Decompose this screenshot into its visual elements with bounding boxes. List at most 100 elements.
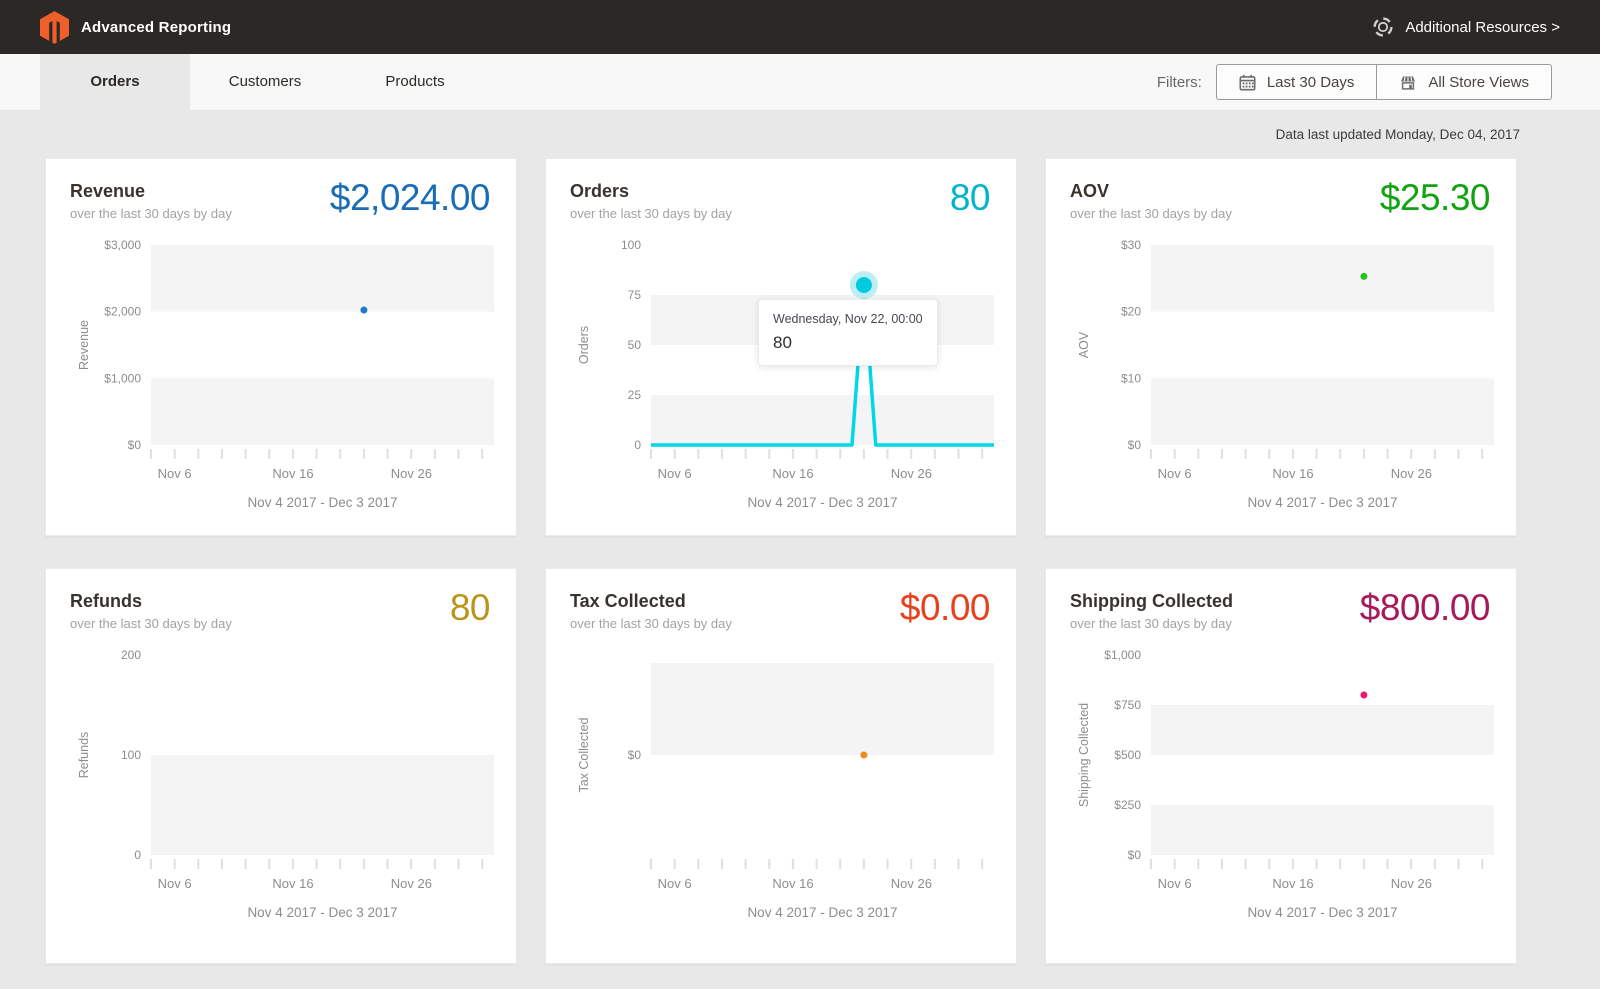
revenue-chart-svg: $3,000 $2,000 $1,000 $0 Revenue Nov 6 Nov 16 No…	[77, 238, 494, 510]
svg-text:$1,000: $1,000	[1104, 648, 1141, 662]
tab-orders[interactable]: Orders	[40, 54, 190, 110]
app-title: Advanced Reporting	[81, 18, 232, 36]
tab-products[interactable]: Products	[385, 73, 445, 90]
svg-text:$3,000: $3,000	[104, 238, 141, 252]
svg-text:Nov 16: Nov 16	[1272, 466, 1313, 481]
date-range-label: Last 30 Days	[1266, 73, 1355, 91]
svg-text:Nov 6: Nov 6	[1158, 466, 1192, 481]
card-orders: Orders over the last 30 days by day 80 1…	[545, 158, 1017, 536]
refunds-total-value: 80	[449, 587, 491, 628]
orders-total-value: 80	[949, 177, 991, 218]
svg-text:Nov 4 2017 - Dec 3 2017: Nov 4 2017 - Dec 3 2017	[1247, 905, 1397, 920]
card-refunds: Refunds over the last 30 days by day 80 …	[45, 568, 517, 964]
shipping-collected-chart-svg: $1,000 $750 $500 $250 $0 Shipping Collected No…	[1077, 648, 1494, 920]
svg-text:Nov 26: Nov 26	[891, 466, 932, 481]
cards-grid: Revenue over the last 30 days by day $2,…	[0, 158, 1600, 964]
tax-collected-total-value: $0.00	[899, 587, 991, 628]
top-bar: Advanced Reporting Additional Resources …	[0, 0, 1600, 54]
svg-text:Nov 6: Nov 6	[1158, 876, 1192, 891]
aov-total-value: $25.30	[1379, 177, 1491, 218]
svg-text:25: 25	[628, 388, 642, 402]
svg-text:75: 75	[628, 288, 642, 302]
svg-text:$10: $10	[1121, 371, 1141, 385]
svg-text:Nov 16: Nov 16	[1272, 876, 1313, 891]
card-tax-collected: Tax Collected over the last 30 days by d…	[545, 568, 1017, 964]
svg-text:$750: $750	[1114, 698, 1141, 712]
magento-logo-icon	[40, 10, 69, 44]
svg-text:Nov 4 2017 - Dec 3 2017: Nov 4 2017 - Dec 3 2017	[1247, 495, 1397, 510]
tooltip-date: Wednesday, Nov 22, 00:00	[773, 311, 923, 326]
svg-text:$20: $20	[1121, 304, 1141, 318]
additional-resources-label: Additional Resources >	[1405, 18, 1560, 36]
additional-resources-link[interactable]: Additional Resources >	[1372, 16, 1560, 38]
svg-text:$1,000: $1,000	[104, 371, 141, 385]
svg-text:100: 100	[121, 748, 141, 762]
svg-text:Nov 6: Nov 6	[158, 466, 192, 481]
svg-text:$0: $0	[1128, 438, 1142, 452]
chart-tooltip: Wednesday, Nov 22, 00:00 80	[758, 298, 938, 366]
card-title: Revenue	[70, 181, 146, 201]
svg-text:Nov 6: Nov 6	[658, 876, 692, 891]
orders-chart-svg: 100 75 50 25 0 Orders Nov 6 Nov 16 Nov 26 Nov 4 2…	[577, 238, 994, 510]
svg-text:$30: $30	[1121, 238, 1141, 252]
shipping-collected-total-value: $800.00	[1359, 587, 1491, 628]
refunds-chart[interactable]: 200 100 0 Refunds Nov 6 Nov 16 Nov 26 Nov 4 201…	[46, 635, 516, 937]
storefront-icon	[1399, 74, 1417, 91]
store-view-filter-button[interactable]: All Store Views	[1376, 65, 1551, 99]
card-subtitle: over the last 30 days by day	[70, 205, 232, 221]
svg-text:Nov 4 2017 - Dec 3 2017: Nov 4 2017 - Dec 3 2017	[247, 905, 397, 920]
brand: Advanced Reporting	[40, 10, 232, 44]
svg-text:$250: $250	[1114, 798, 1141, 812]
tab-bar: Orders Customers Products Filters:	[0, 54, 1600, 110]
svg-text:Nov 16: Nov 16	[272, 876, 313, 891]
svg-text:Nov 16: Nov 16	[772, 466, 813, 481]
svg-text:Nov 16: Nov 16	[772, 876, 813, 891]
svg-text:Nov 26: Nov 26	[391, 876, 432, 891]
revenue-chart[interactable]: $3,000 $2,000 $1,000 $0 Revenue Nov 6 Nov 16 No…	[46, 225, 516, 527]
svg-text:Nov 26: Nov 26	[391, 466, 432, 481]
svg-text:0: 0	[634, 438, 641, 452]
revenue-total-value: $2,024.00	[329, 177, 491, 218]
svg-text:Tax Collected: Tax Collected	[577, 717, 591, 792]
card-subtitle: over the last 30 days by day	[570, 205, 732, 221]
card-subtitle: over the last 30 days by day	[1070, 205, 1232, 221]
tax-collected-chart[interactable]: $0 Tax Collected Nov 6 Nov 16 Nov 26 Nov 4 20…	[546, 635, 1016, 937]
shipping-collected-chart[interactable]: $1,000 $750 $500 $250 $0 Shipping Collected No…	[1046, 635, 1516, 937]
svg-text:Refunds: Refunds	[77, 731, 91, 778]
svg-text:Nov 4 2017 - Dec 3 2017: Nov 4 2017 - Dec 3 2017	[747, 905, 897, 920]
svg-text:Nov 4 2017 - Dec 3 2017: Nov 4 2017 - Dec 3 2017	[247, 495, 397, 510]
card-title: Orders	[570, 181, 630, 201]
card-title: Refunds	[70, 591, 142, 611]
filters: Filters: Last 30 Days	[1157, 54, 1600, 110]
svg-text:Nov 26: Nov 26	[1391, 876, 1432, 891]
store-view-label: All Store Views	[1428, 73, 1529, 91]
filter-group: Last 30 Days All Store Views	[1215, 64, 1552, 100]
card-shipping-collected: Shipping Collected over the last 30 days…	[1045, 568, 1517, 964]
card-title: Tax Collected	[570, 591, 686, 611]
tab-customers[interactable]: Customers	[228, 73, 302, 90]
svg-text:Nov 26: Nov 26	[891, 876, 932, 891]
orders-chart[interactable]: 100 75 50 25 0 Orders Nov 6 Nov 16 Nov 26 Nov 4 2…	[546, 225, 1016, 527]
svg-text:Nov 6: Nov 6	[158, 876, 192, 891]
card-subtitle: over the last 30 days by day	[70, 615, 232, 631]
svg-text:Shipping Collected: Shipping Collected	[1077, 703, 1091, 807]
date-range-filter-button[interactable]: Last 30 Days	[1217, 65, 1377, 99]
svg-text:100: 100	[621, 238, 641, 252]
svg-text:Nov 26: Nov 26	[1391, 466, 1432, 481]
svg-text:$0: $0	[628, 748, 642, 762]
svg-text:200: 200	[121, 648, 141, 662]
svg-text:Nov 16: Nov 16	[272, 466, 313, 481]
card-subtitle: over the last 30 days by day	[1070, 615, 1232, 631]
aov-chart[interactable]: $30 $20 $10 $0 AOV Nov 6 Nov 16 Nov 26 Nov 4 201…	[1046, 225, 1516, 527]
svg-text:$0: $0	[1128, 848, 1142, 862]
filters-label: Filters:	[1156, 73, 1202, 91]
svg-text:AOV: AOV	[1077, 331, 1091, 358]
card-title: AOV	[1070, 181, 1110, 201]
calendar-icon	[1239, 74, 1256, 91]
svg-text:Nov 6: Nov 6	[658, 466, 692, 481]
svg-text:$2,000: $2,000	[104, 304, 141, 318]
tooltip-value: 80	[773, 332, 792, 352]
card-aov: AOV over the last 30 days by day $25.30 …	[1045, 158, 1517, 536]
card-subtitle: over the last 30 days by day	[570, 615, 732, 631]
card-revenue: Revenue over the last 30 days by day $2,…	[45, 158, 517, 536]
